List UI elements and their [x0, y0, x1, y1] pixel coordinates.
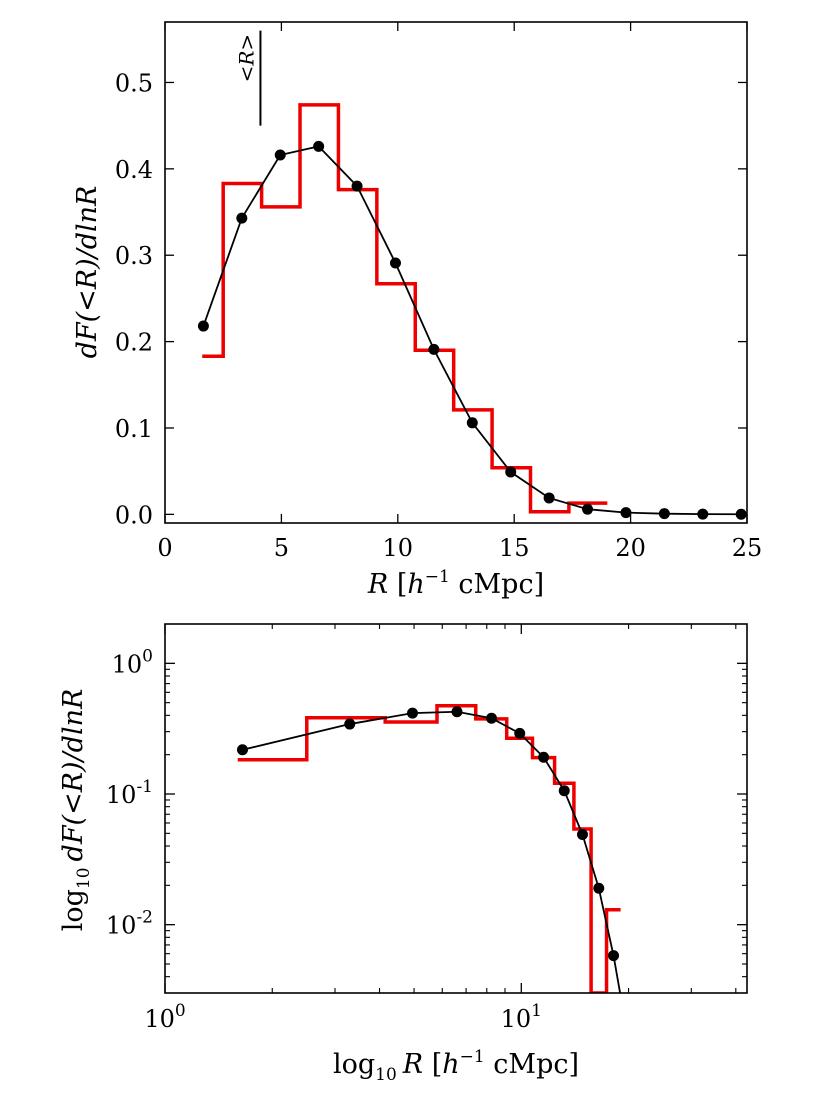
bottom-model-point	[538, 751, 550, 763]
top-y-tick-label: 0.0	[115, 501, 153, 529]
top-y-tick-label: 0.4	[115, 156, 153, 184]
top-x-tick-label: 25	[732, 534, 763, 562]
bottom-xlabel-sub: 10	[375, 1065, 397, 1085]
bottom-xlabel-unit: cMpc]	[485, 1049, 579, 1080]
bottom-model-point	[236, 744, 248, 756]
top-model-point	[197, 320, 209, 332]
bottom-xlabel-open: [	[423, 1049, 442, 1080]
top-x-tick-label: 20	[615, 534, 646, 562]
top-model-point	[236, 212, 248, 224]
bottom-y-axis-label: log10 dF(<R)/dlnR	[58, 689, 94, 932]
bottom-model-point	[486, 712, 498, 724]
top-model-point	[620, 507, 632, 519]
bottom-y-tick-label: 100	[112, 646, 153, 678]
top-model-point	[582, 503, 594, 515]
bottom-ylabel-var: dF(<R)/dlnR	[58, 689, 89, 862]
top-xlabel-open: [	[388, 569, 407, 600]
top-x-axis-label: R [h−1 cMpc]	[367, 567, 544, 600]
top-model-point	[428, 343, 440, 355]
bottom-xlabel-log: log	[333, 1049, 375, 1080]
bottom-model-point	[344, 718, 356, 730]
top-y-tick-label: 0.5	[115, 69, 153, 97]
top-y-tick-label: 0.2	[115, 329, 153, 357]
top-axes-frame	[164, 21, 748, 524]
top-y-tick-label: 0.1	[115, 415, 153, 443]
bottom-xlabel-var: R	[402, 1049, 423, 1080]
top-x-tick-label: 10	[383, 534, 414, 562]
bottom-model-series	[236, 706, 632, 1038]
top-histogram-steps	[202, 103, 608, 514]
top-x-tick-label: 5	[274, 534, 289, 562]
bottom-y-tick-label: 10-1	[106, 777, 153, 809]
bottom-model-point	[514, 727, 526, 739]
top-model-point	[389, 257, 401, 269]
top-x-tick-label: 0	[157, 534, 172, 562]
top-xlabel-unit: cMpc]	[450, 569, 544, 600]
top-model-point	[658, 508, 670, 520]
top-xlabel-sup: −1	[425, 567, 450, 587]
bottom-ylabel-log: log	[58, 889, 89, 931]
bottom-model-point	[576, 828, 588, 840]
top-xlabel-h: h	[407, 569, 424, 600]
bottom-model-point	[558, 785, 570, 797]
bottom-y-tick-label: 10-2	[106, 908, 153, 940]
bottom-model-point	[451, 706, 463, 718]
bottom-model-point	[406, 707, 418, 719]
top-model-point	[274, 149, 286, 161]
bottom-x-tick-label: 101	[501, 1001, 542, 1033]
top-plot-area	[165, 22, 747, 523]
bottom-x-axis-label: log10 R [h−1 cMpc]	[333, 1047, 579, 1085]
bottom-model-point	[621, 1027, 632, 1038]
top-y-ticks: 0.0 0.1 0.2 0.3 0.4 0.5	[115, 69, 747, 529]
top-model-point	[505, 466, 517, 478]
top-model-point	[351, 180, 363, 192]
bottom-model-point	[608, 950, 620, 962]
bottom-model-point	[593, 882, 605, 894]
top-model-point	[313, 140, 325, 152]
bottom-ylabel-sub: 10	[74, 867, 94, 889]
bottom-plot-area	[165, 624, 747, 993]
top-xlabel-var: R	[367, 569, 388, 600]
bottom-y-ticks: 10-2 10-1 100	[106, 646, 747, 978]
top-annotation: <R>	[234, 30, 262, 126]
bottom-axes-frame	[164, 623, 748, 994]
top-model-point	[543, 492, 555, 504]
top-y-axis-label: dF(<R)/dlnR	[72, 186, 103, 359]
top-model-point	[466, 417, 478, 429]
bottom-xlabel-h: h	[442, 1049, 459, 1080]
bottom-xlabel-sup: −1	[460, 1047, 485, 1067]
bottom-x-tick-label: 100	[144, 1001, 185, 1033]
top-model-point	[735, 508, 747, 520]
top-y-tick-label: 0.3	[115, 242, 153, 270]
bottom-x-ticks: 100 101	[144, 624, 737, 1033]
top-histogram	[202, 103, 608, 514]
top-panel: 0 5 10 15 20 25 0.0 0.1 0.2 0.3 0.4 0.5 <R> R [h−1…	[72, 21, 763, 600]
mean-r-label: <R>	[234, 34, 258, 83]
top-model-series	[197, 140, 747, 520]
top-model-point	[697, 508, 709, 520]
top-x-tick-label: 15	[499, 534, 530, 562]
